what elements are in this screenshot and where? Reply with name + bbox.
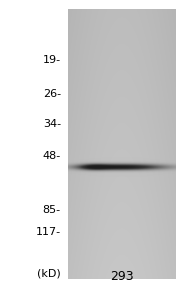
Text: 19-: 19- (43, 55, 61, 65)
Text: 85-: 85- (43, 205, 61, 215)
Text: (kD): (kD) (37, 268, 61, 278)
Text: 34-: 34- (43, 119, 61, 129)
Text: 293: 293 (110, 271, 134, 284)
Text: 26-: 26- (43, 89, 61, 99)
Text: 117-: 117- (36, 227, 61, 237)
Text: 48-: 48- (43, 151, 61, 161)
